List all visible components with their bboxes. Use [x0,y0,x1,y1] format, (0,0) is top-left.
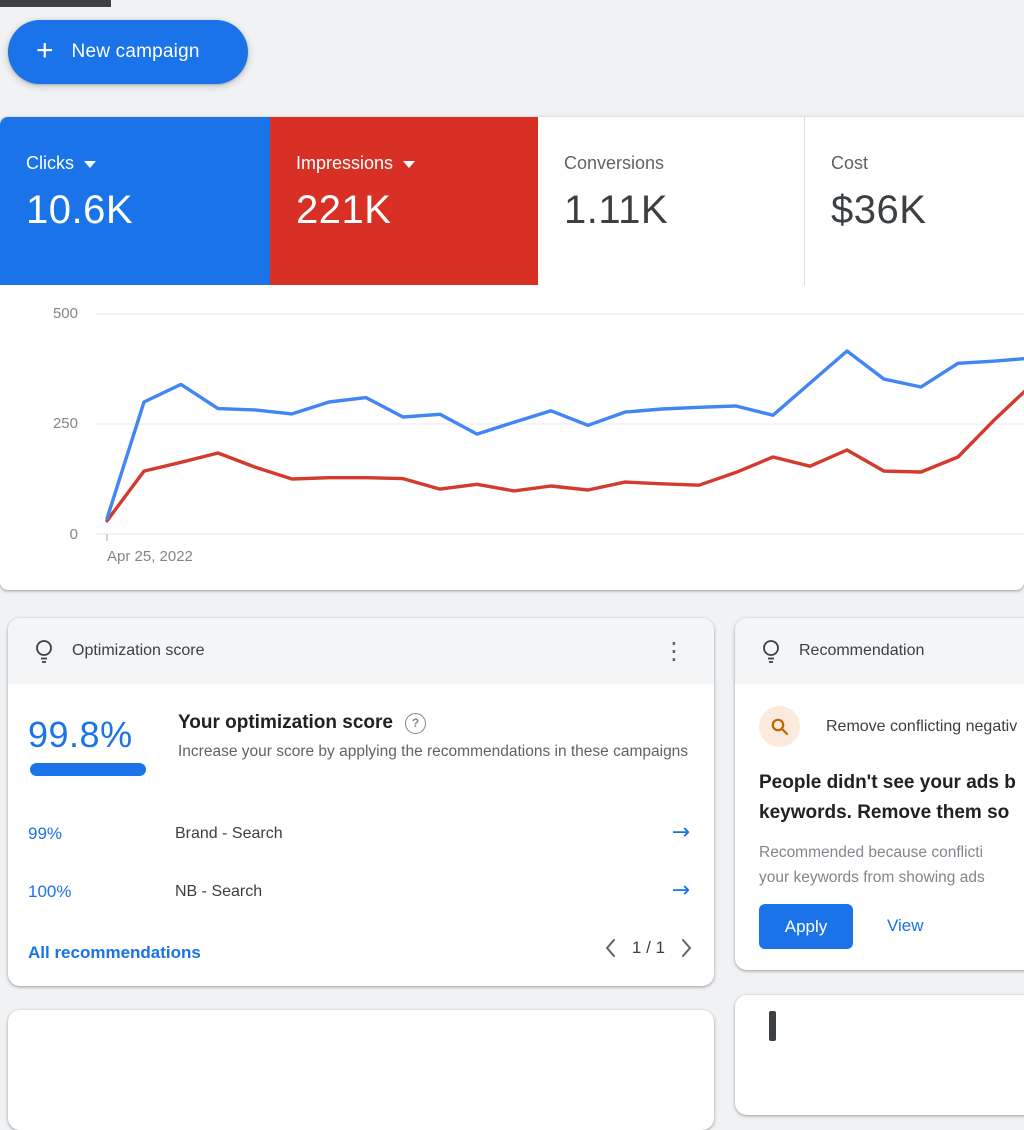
recommendation-reason: Recommended because conflicti your keywo… [759,840,1024,890]
optimization-description: Increase your score by applying the reco… [178,743,689,760]
campaign-score: 100% [28,882,72,901]
next-card-left-partial [8,1010,714,1130]
metric-value: $36K [831,188,927,232]
card-title: Recommendation [799,642,925,659]
optimization-score-value: 99.8% [28,714,133,755]
view-button[interactable]: View [887,916,924,935]
metric-label: Cost [831,153,869,173]
metric-card-cost[interactable]: Cost $36K [805,117,1024,285]
metric-label: Impressions [296,153,394,173]
pagination-label: 1 / 1 [631,938,665,957]
y-tick-500: 500 [52,305,78,322]
metric-value: 221K [296,188,392,232]
lightbulb-icon [763,640,779,663]
x-axis-start-label: Apr 25, 2022 [107,548,193,565]
optimization-card-header: Optimization score ⋮ [8,618,714,684]
chevron-right-icon[interactable] [681,938,692,958]
metric-value: 1.11K [564,188,669,232]
campaign-row-brand-search[interactable]: 99% Brand - Search → [8,814,714,858]
card-icon-fragment [769,1011,776,1041]
metric-label: Clicks [26,153,74,173]
plus-icon: + [36,33,54,67]
search-icon [771,718,788,735]
more-menu-icon[interactable]: ⋮ [662,637,686,665]
recommendation-card-header: Recommendation [735,618,1024,684]
metric-card-clicks[interactable]: Clicks 10.6K [0,117,270,285]
recommendation-card: Recommendation Remove conflicting negati… [735,618,1024,970]
metric-label: Conversions [564,153,665,173]
headline-line-1: People didn't see your ads b [759,772,1016,793]
headline-line-2: keywords. Remove them so [759,802,1010,823]
campaign-name: NB - Search [175,883,263,900]
help-icon[interactable]: ? [405,712,427,734]
new-campaign-button[interactable]: + New campaign [8,20,248,84]
arrow-right-icon[interactable]: → [671,878,690,903]
reason-line-1: Recommended because conflicti [759,844,984,861]
chart-canvas [95,313,1024,541]
recommendation-item-title: Remove conflicting negativ [826,717,1018,735]
new-campaign-label: New campaign [71,41,200,62]
impressions-line [105,389,1024,523]
clicks-line [105,349,1024,521]
apply-button[interactable]: Apply [759,904,853,949]
metric-card-impressions[interactable]: Impressions 221K [270,117,538,285]
metric-card-conversions[interactable]: Conversions 1.11K [538,117,805,285]
performance-chart [0,285,1024,585]
card-title: Optimization score [72,642,205,659]
all-recommendations-link[interactable]: All recommendations [28,943,201,962]
optimization-score-progress-bar [30,763,146,776]
overview-card: Clicks 10.6K Impressions 221K Conversion… [0,117,1024,590]
reason-line-2: your keywords from showing ads [759,869,985,886]
lightbulb-icon [36,640,52,663]
caret-down-icon[interactable] [84,161,96,168]
chevron-left-icon[interactable] [605,938,616,958]
metric-value: 10.6K [26,188,134,232]
recommendation-headline: People didn't see your ads b keywords. R… [759,768,1024,828]
arrow-right-icon[interactable]: → [671,820,690,845]
y-tick-250: 250 [52,415,78,432]
optimization-score-card: Optimization score ⋮ 99.8% Your optimiza… [8,618,714,986]
pagination: 1 / 1 [605,938,692,958]
y-tick-0: 0 [69,526,78,543]
campaign-name: Brand - Search [175,825,283,842]
search-badge [759,706,800,747]
caret-down-icon[interactable] [403,161,416,168]
campaign-score: 99% [28,824,63,843]
top-edge-fragment [0,0,111,7]
next-card-right-partial [735,995,1024,1115]
campaign-row-nb-search[interactable]: 100% NB - Search → [8,872,714,916]
optimization-title: Your optimization score [178,712,394,733]
